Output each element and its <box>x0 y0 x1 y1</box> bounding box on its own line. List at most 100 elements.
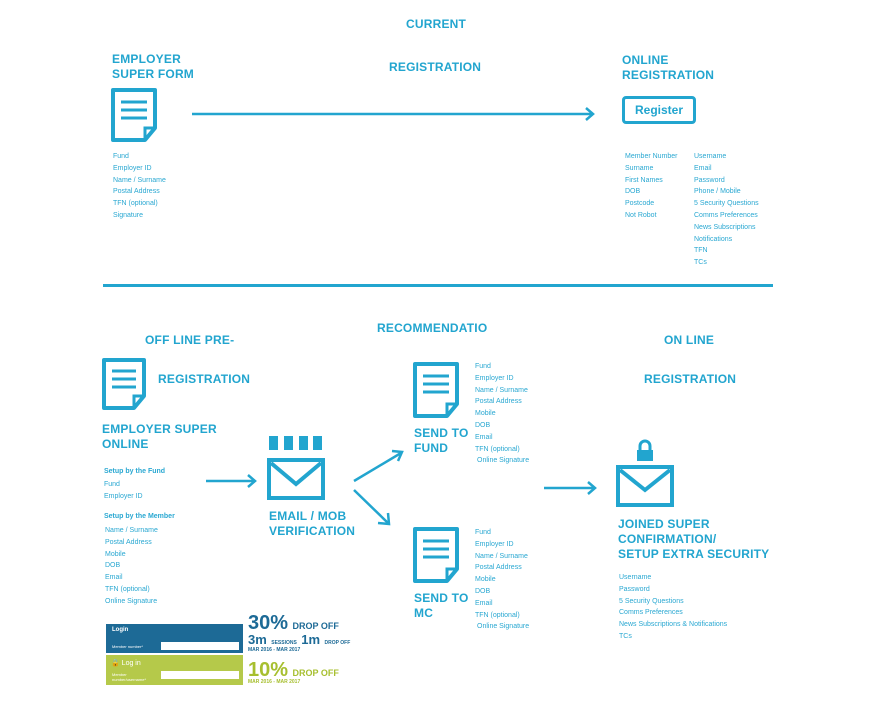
list-item: Employer ID <box>475 540 514 548</box>
login-panel-old: Login Member number* <box>106 624 243 653</box>
list-item: TFN <box>694 247 708 255</box>
list-item: TFN (optional) <box>113 200 158 208</box>
current-title: CURRENT <box>406 17 467 31</box>
stat-block-new: 10% DROP OFF MAR 2016 - MAR 2017 <box>248 659 339 685</box>
fund-fields-list: Fund Employer ID <box>104 479 143 503</box>
locked-envelope-icon <box>615 439 675 508</box>
list-item: Name / Surname <box>105 527 158 534</box>
list-item: Mobile <box>475 576 496 584</box>
member-fields-list: Name / Surname Postal Address Mobile DOB… <box>105 525 158 608</box>
document-icon <box>413 527 461 583</box>
list-item: Notifications <box>694 235 733 243</box>
list-item: DOB <box>475 421 491 429</box>
recommendation-title: RECOMMENDATIO <box>377 321 488 335</box>
list-item: DOB <box>105 562 121 570</box>
list-item: Postal Address <box>475 398 522 406</box>
employer-fields-list: Fund Employer ID Name / Surname Postal A… <box>113 151 166 222</box>
list-item: TFN (optional) <box>475 445 520 453</box>
offline-label: OFF LINE PRE- <box>145 333 235 347</box>
list-item: News Subscriptions & Notifications <box>619 621 728 629</box>
envelope-icon <box>267 434 325 502</box>
setup-member-heading: Setup by the Member <box>104 513 175 520</box>
list-item: Member Number <box>625 153 678 160</box>
joined-super-label: JOINED SUPER CONFIRMATION/ SETUP EXTRA S… <box>618 517 770 561</box>
list-item: Fund <box>104 481 120 488</box>
list-item: Not Robot <box>625 211 657 219</box>
arrow-up-right-icon <box>352 448 406 484</box>
list-item: Online Signature <box>477 457 530 465</box>
registration-arrow-label: REGISTRATION <box>389 60 482 74</box>
list-item: Email <box>475 433 493 441</box>
list-item: Username <box>619 574 652 581</box>
send-mc-fields: Fund Employer ID Name / Surname Postal A… <box>475 527 529 633</box>
document-icon <box>102 358 148 410</box>
stat-block-old: 30% DROP OFF 3m SESSIONS 1m DROP OFF MAR… <box>248 612 351 653</box>
list-item: Employer ID <box>113 164 152 172</box>
list-item: TFN (optional) <box>475 611 520 619</box>
arrow-down-right-icon <box>352 488 394 528</box>
send-to-fund-label: SEND TO FUND <box>414 426 469 455</box>
send-fund-fields: Fund Employer ID Name / Surname Postal A… <box>475 361 529 467</box>
login-panel-new: 🔒 Log in Member number/username* <box>106 655 243 685</box>
list-item: News Subscriptions <box>694 223 756 231</box>
list-item: DOB <box>625 188 641 196</box>
list-item: Signature <box>113 211 143 219</box>
list-item: Email <box>694 164 712 172</box>
document-icon <box>111 88 159 142</box>
list-item: DOB <box>475 587 491 595</box>
arrow-right-icon <box>206 474 258 488</box>
list-item: Online Signature <box>477 623 530 631</box>
list-item: Password <box>619 585 650 593</box>
list-item: Phone / Mobile <box>694 188 741 196</box>
online-registration-label: REGISTRATION <box>644 372 737 386</box>
list-item: Postcode <box>625 200 655 208</box>
list-item: Mobile <box>105 550 126 558</box>
employer-form-label: EMPLOYER SUPER FORM <box>112 52 195 81</box>
login-title: Login <box>112 627 129 633</box>
list-item: TCs <box>619 632 632 640</box>
list-item: Employer ID <box>475 374 514 382</box>
list-item: Email <box>105 574 123 582</box>
member-number-input[interactable] <box>161 642 239 650</box>
list-item: Fund <box>475 529 491 536</box>
setup-fund-heading: Setup by the Fund <box>104 468 166 475</box>
online-fields-left: Member Number Surname First Names DOB Po… <box>625 151 678 222</box>
list-item: Name / Surname <box>475 386 528 394</box>
list-item: Fund <box>475 363 491 370</box>
member-username-input[interactable] <box>161 671 239 679</box>
section-divider <box>103 284 773 287</box>
drop-off-percent: 30% <box>248 612 289 634</box>
verification-label: EMAIL / MOB VERIFICATION <box>269 509 356 538</box>
arrow-right-icon <box>192 107 598 121</box>
list-item: Postal Address <box>475 564 522 572</box>
list-item: Online Signature <box>105 597 158 605</box>
list-item: TCs <box>694 259 707 267</box>
list-item: Comms Preferences <box>694 211 758 219</box>
list-item: TFN (optional) <box>105 585 150 593</box>
list-item: Surname <box>625 164 654 172</box>
list-item: Username <box>694 153 727 160</box>
member-label-new: Member number/username* <box>112 672 147 682</box>
list-item: Name / Surname <box>475 552 528 560</box>
list-item: 5 Security Questions <box>619 597 684 605</box>
online-extra-fields: Username Password 5 Security Questions C… <box>619 572 727 643</box>
register-button[interactable]: Register <box>622 96 696 124</box>
list-item: Password <box>694 176 725 184</box>
list-item: Postal Address <box>113 188 160 196</box>
arrow-right-icon <box>544 481 598 495</box>
offline-registration-label: REGISTRATION <box>158 372 251 386</box>
login-title-new: 🔒 Log in <box>111 660 141 667</box>
online-registration-label: ONLINE REGISTRATION <box>622 53 715 82</box>
list-item: Name / Surname <box>113 176 166 184</box>
list-item: 5 Security Questions <box>694 200 759 208</box>
document-icon <box>413 362 461 418</box>
list-item: Comms Preferences <box>619 609 683 617</box>
list-item: Fund <box>113 153 129 160</box>
employer-super-online-label: EMPLOYER SUPER ONLINE <box>102 422 217 451</box>
list-item: First Names <box>625 176 663 184</box>
lock-icon: 🔒 <box>111 660 120 667</box>
list-item: Email <box>475 599 493 607</box>
send-to-mc-label: SEND TO MC <box>414 591 469 620</box>
list-item: Mobile <box>475 410 496 418</box>
list-item: Employer ID <box>104 492 143 500</box>
